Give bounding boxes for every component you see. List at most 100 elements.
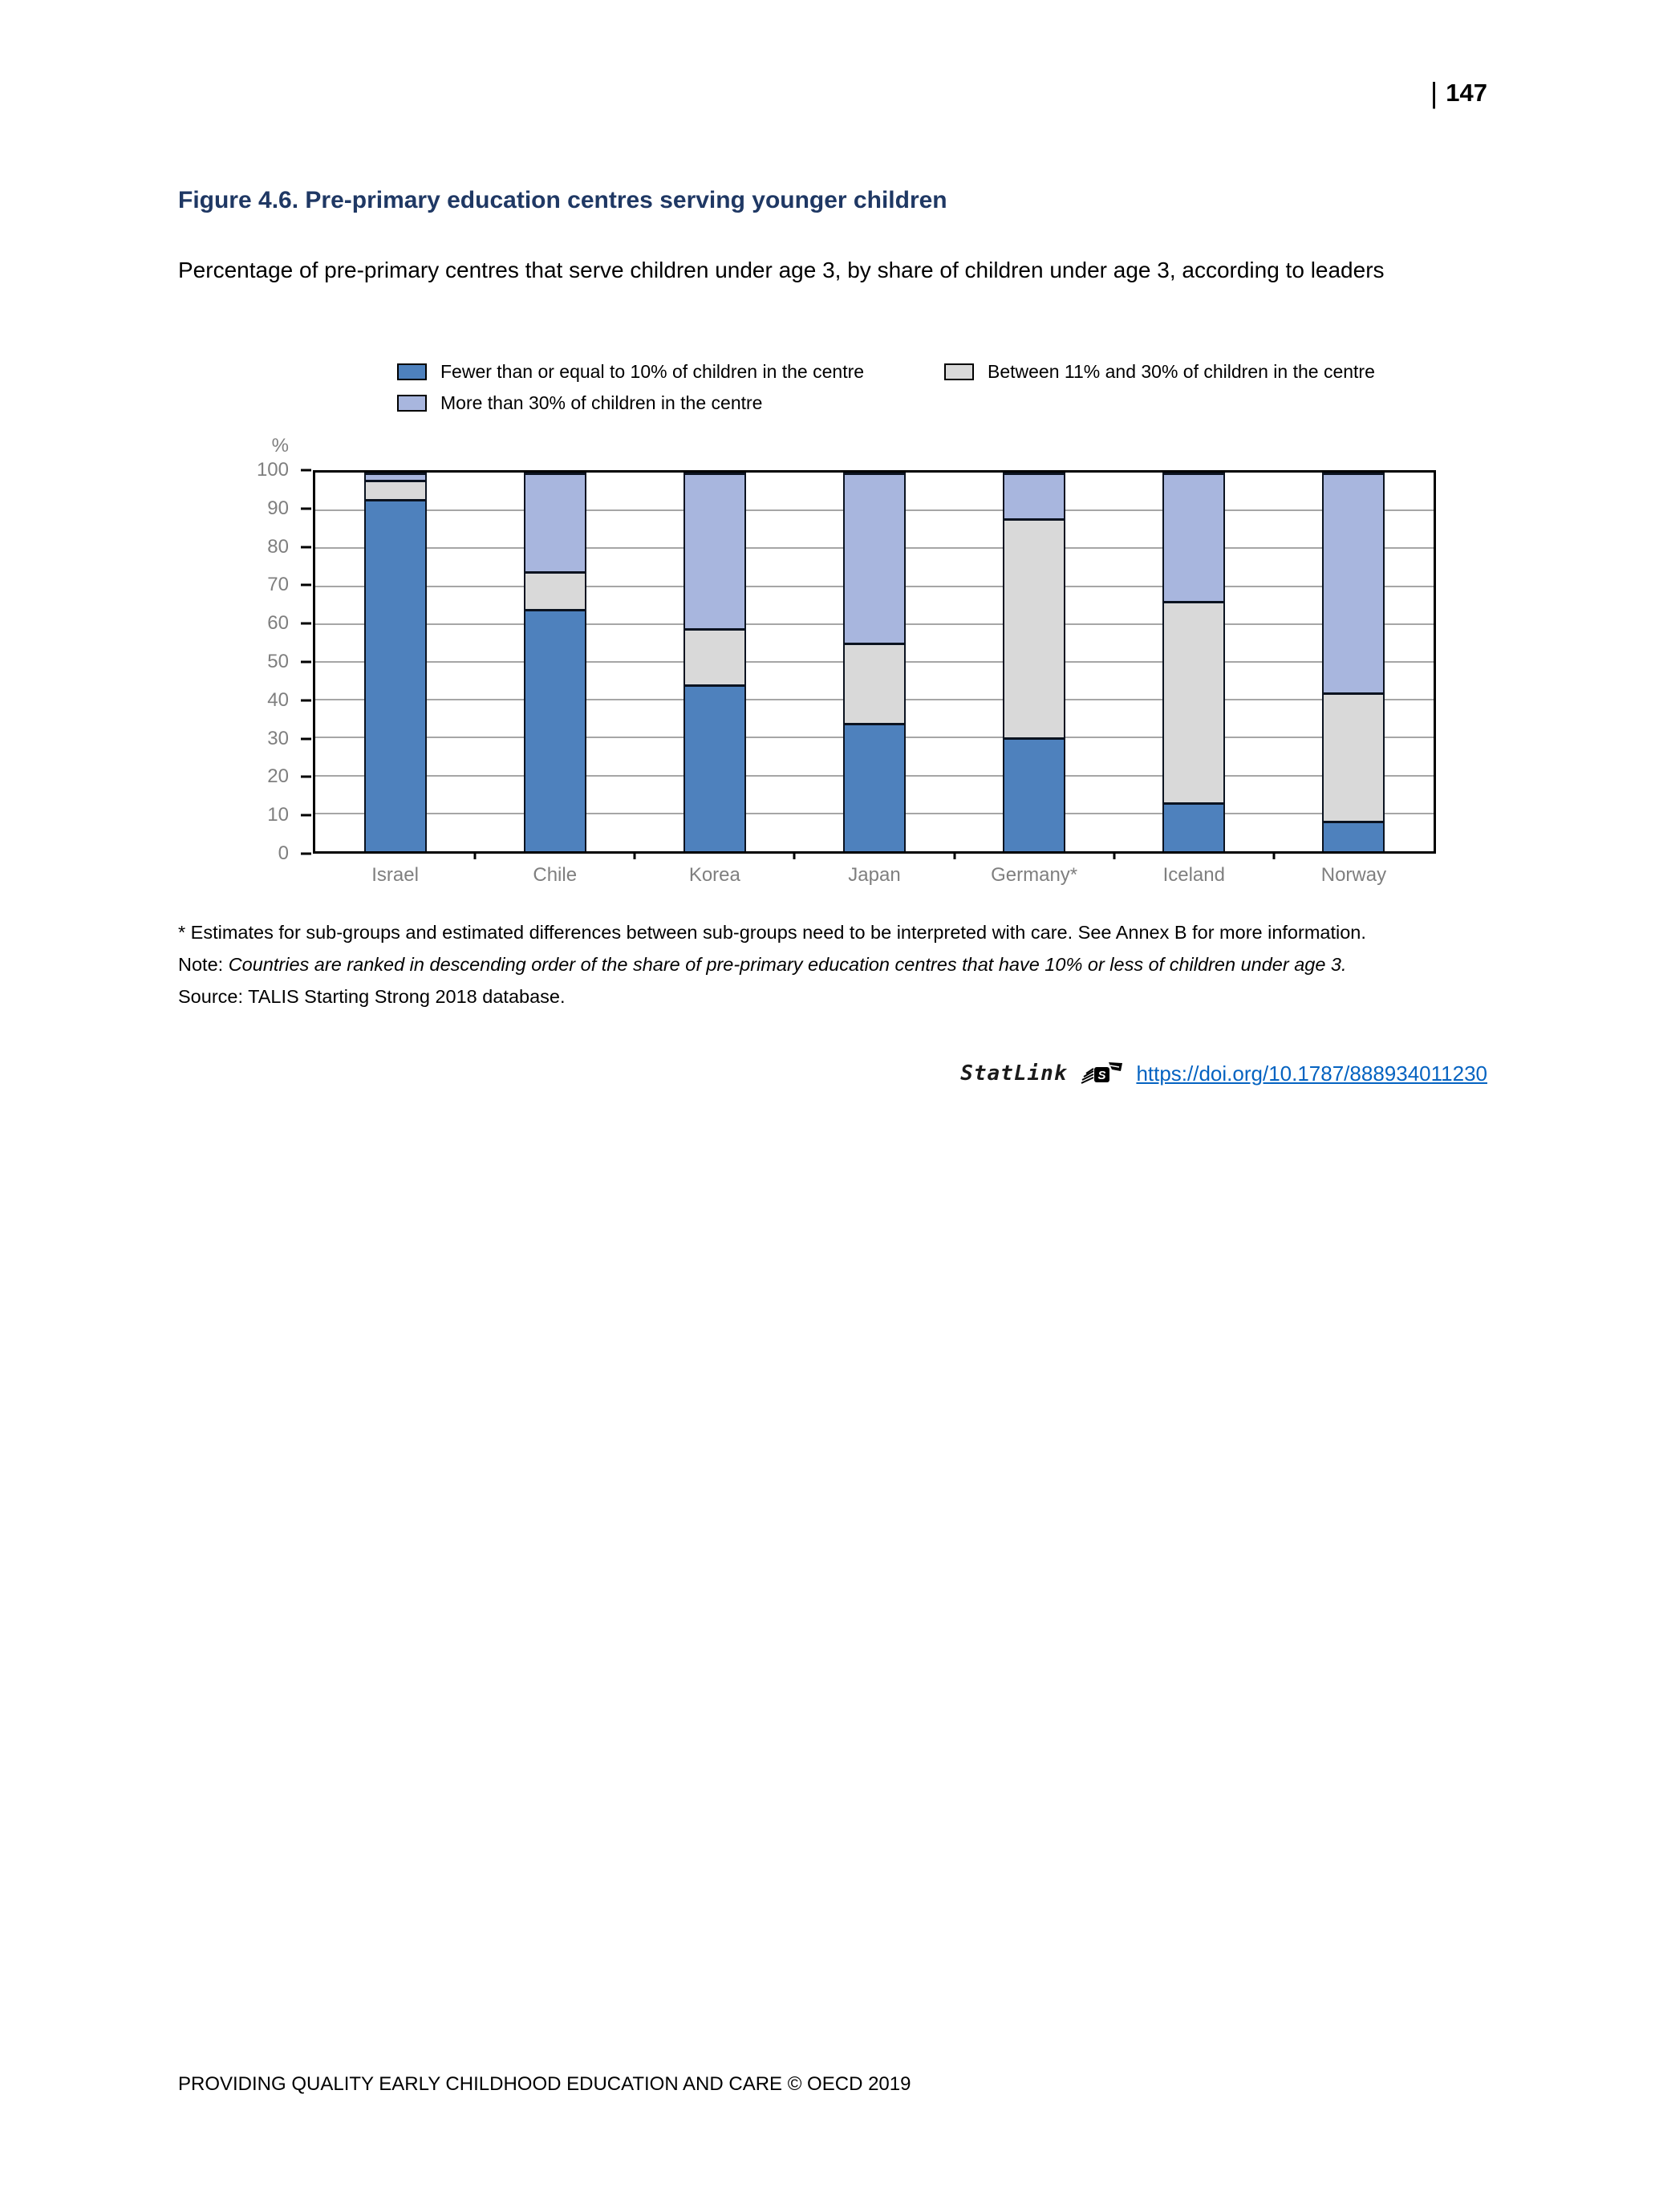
legend-label: Fewer than or equal to 10% of children i… bbox=[440, 361, 865, 382]
bar-segment-more-than-30pct bbox=[683, 473, 746, 628]
y-tick-label: 80 bbox=[267, 535, 289, 558]
bar-segment-between-11-30pct bbox=[523, 570, 586, 609]
legend-item: More than 30% of children in the centre bbox=[397, 392, 944, 414]
y-tick-label: 100 bbox=[256, 459, 289, 481]
bar-segment-fewer-eq-10pct bbox=[523, 608, 586, 851]
bar-japan bbox=[842, 473, 906, 851]
legend-swatch-icon bbox=[944, 363, 974, 380]
bar-chile bbox=[523, 473, 586, 851]
x-category-label: Norway bbox=[1320, 864, 1387, 886]
category-cell: Germany* bbox=[955, 473, 1114, 886]
svg-text:S: S bbox=[1098, 1069, 1106, 1082]
y-tick-label: 60 bbox=[267, 612, 289, 635]
y-tick bbox=[301, 583, 311, 586]
footnote-line: * Estimates for sub-groups and estimated… bbox=[178, 922, 1366, 943]
bar-segment-between-11-30pct bbox=[363, 480, 427, 500]
y-tick bbox=[301, 622, 311, 625]
y-tick bbox=[301, 699, 311, 702]
source-text: TALIS Starting Strong 2018 database. bbox=[248, 986, 566, 1007]
y-tick-label: 20 bbox=[267, 765, 289, 788]
figure-title: Figure 4.6. Pre-primary education centre… bbox=[178, 187, 947, 213]
bar-israel bbox=[363, 473, 427, 851]
x-category-label: Japan bbox=[848, 864, 901, 886]
figure-notes: * Estimates for sub-groups and estimated… bbox=[178, 916, 1558, 1013]
y-tick bbox=[301, 507, 311, 510]
y-tick bbox=[301, 660, 311, 664]
bar-segment-fewer-eq-10pct bbox=[683, 684, 746, 851]
x-tick bbox=[473, 851, 477, 859]
y-tick-label: 30 bbox=[267, 727, 289, 749]
bar-korea bbox=[683, 473, 746, 851]
legend-swatch-icon bbox=[397, 395, 427, 412]
legend-item: Fewer than or equal to 10% of children i… bbox=[397, 361, 944, 383]
y-tick-label: 70 bbox=[267, 574, 289, 596]
bar-germany bbox=[1003, 473, 1066, 851]
figure-subtitle: Percentage of pre-primary centres that s… bbox=[178, 258, 1385, 282]
x-category-label: Chile bbox=[533, 864, 578, 886]
x-tick bbox=[1113, 851, 1116, 859]
y-axis: % 0 10 20 30 40 50 60 70 80 90 100 bbox=[255, 435, 311, 863]
y-tick bbox=[301, 852, 311, 855]
statlink-url[interactable]: https://doi.org/10.1787/888934011230 bbox=[1136, 1061, 1487, 1086]
legend-swatch-icon bbox=[397, 363, 427, 380]
page-number: | 147 bbox=[1430, 77, 1487, 109]
legend: Fewer than or equal to 10% of children i… bbox=[397, 361, 1375, 414]
bar-segment-fewer-eq-10pct bbox=[842, 722, 906, 851]
x-tick bbox=[953, 851, 956, 859]
statlink-label: StatLink bbox=[960, 1061, 1068, 1086]
legend-item: Between 11% and 30% of children in the c… bbox=[944, 361, 1375, 383]
statlink: StatLink S https://doi.org/10.1787/88893… bbox=[960, 1061, 1487, 1086]
y-tick-label: 0 bbox=[278, 842, 289, 864]
page-number-value: 147 bbox=[1446, 79, 1487, 107]
source-label: Source: bbox=[178, 986, 249, 1007]
category-cell: Chile bbox=[475, 473, 635, 886]
page-number-separator: | bbox=[1430, 76, 1438, 109]
bar-iceland bbox=[1162, 473, 1226, 851]
x-category-label: Germany* bbox=[991, 864, 1078, 886]
note-label: Note: bbox=[178, 954, 229, 975]
bar-segment-between-11-30pct bbox=[683, 627, 746, 685]
bar-segment-more-than-30pct bbox=[1322, 473, 1385, 692]
bar-segment-between-11-30pct bbox=[1162, 601, 1226, 802]
x-category-label: Israel bbox=[371, 864, 419, 886]
x-tick bbox=[793, 851, 796, 859]
note-text: Countries are ranked in descending order… bbox=[228, 954, 1347, 975]
x-category-label: Iceland bbox=[1162, 864, 1225, 886]
bar-segment-more-than-30pct bbox=[363, 473, 427, 481]
bar-segment-between-11-30pct bbox=[1322, 692, 1385, 822]
bar-segment-fewer-eq-10pct bbox=[1003, 737, 1066, 851]
y-axis-unit-label: % bbox=[271, 435, 289, 457]
bar-segment-between-11-30pct bbox=[842, 643, 906, 723]
y-tick bbox=[301, 546, 311, 549]
bar-segment-more-than-30pct bbox=[523, 473, 586, 571]
bar-segment-more-than-30pct bbox=[842, 473, 906, 643]
category-cell: Japan bbox=[794, 473, 954, 886]
legend-label: More than 30% of children in the centre bbox=[440, 392, 763, 413]
y-tick bbox=[301, 814, 311, 817]
source-line: Source: TALIS Starting Strong 2018 datab… bbox=[178, 980, 1558, 1013]
y-tick-label: 10 bbox=[267, 804, 289, 826]
y-tick-label: 90 bbox=[267, 497, 289, 519]
note-line: Note: Countries are ranked in descending… bbox=[178, 948, 1558, 980]
bar-segment-more-than-30pct bbox=[1162, 473, 1226, 602]
category-cell: Israel bbox=[315, 473, 475, 886]
bar-segment-more-than-30pct bbox=[1003, 473, 1066, 518]
bar-segment-fewer-eq-10pct bbox=[1162, 802, 1226, 851]
y-tick-label: 50 bbox=[267, 651, 289, 672]
x-tick bbox=[1272, 851, 1276, 859]
bar-segment-between-11-30pct bbox=[1003, 517, 1066, 738]
plot-area: Israel Chile Korea Japan Germany* Iceland Norw… bbox=[313, 470, 1436, 886]
bar-segment-fewer-eq-10pct bbox=[363, 499, 427, 851]
y-tick bbox=[301, 469, 311, 472]
statlink-icon: S bbox=[1081, 1062, 1123, 1084]
x-category-label: Korea bbox=[688, 864, 740, 886]
category-cell: Norway bbox=[1274, 473, 1434, 886]
bar-segment-fewer-eq-10pct bbox=[1322, 821, 1385, 851]
category-cell: Iceland bbox=[1114, 473, 1274, 886]
legend-label: Between 11% and 30% of children in the c… bbox=[988, 361, 1375, 382]
x-tick bbox=[633, 851, 636, 859]
bar-norway bbox=[1322, 473, 1385, 851]
y-tick bbox=[301, 775, 311, 778]
y-tick-label: 40 bbox=[267, 688, 289, 711]
